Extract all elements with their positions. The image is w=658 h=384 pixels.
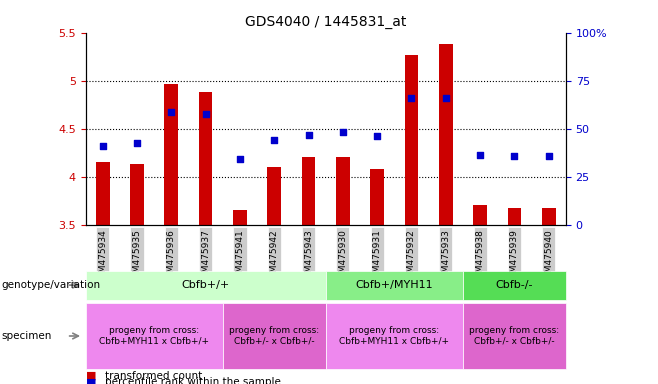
Point bbox=[544, 152, 554, 159]
Bar bbox=[405, 55, 418, 225]
Text: progeny from cross:
Cbfb+MYH11 x Cbfb+/+: progeny from cross: Cbfb+MYH11 x Cbfb+/+ bbox=[340, 326, 449, 346]
Point bbox=[509, 152, 520, 159]
Text: Cbfb+/MYH11: Cbfb+/MYH11 bbox=[355, 280, 433, 290]
Bar bbox=[473, 205, 487, 225]
Bar bbox=[507, 209, 521, 225]
Point bbox=[303, 132, 314, 139]
Bar bbox=[233, 210, 247, 225]
Bar bbox=[542, 209, 555, 225]
Title: GDS4040 / 1445831_at: GDS4040 / 1445831_at bbox=[245, 15, 407, 29]
Bar bbox=[301, 157, 315, 225]
Text: genotype/variation: genotype/variation bbox=[1, 280, 101, 290]
Point bbox=[235, 156, 245, 162]
Point bbox=[475, 152, 486, 158]
Text: specimen: specimen bbox=[1, 331, 52, 341]
Point bbox=[372, 133, 382, 139]
Bar bbox=[336, 157, 350, 225]
Point bbox=[132, 140, 142, 146]
Point bbox=[97, 143, 108, 149]
Text: percentile rank within the sample: percentile rank within the sample bbox=[105, 377, 281, 384]
Point bbox=[440, 95, 451, 101]
Bar bbox=[439, 44, 453, 225]
Bar bbox=[96, 162, 110, 225]
Bar bbox=[164, 84, 178, 225]
Text: Cbfb-/-: Cbfb-/- bbox=[495, 280, 533, 290]
Text: progeny from cross:
Cbfb+MYH11 x Cbfb+/+: progeny from cross: Cbfb+MYH11 x Cbfb+/+ bbox=[99, 326, 209, 346]
Text: progeny from cross:
Cbfb+/- x Cbfb+/-: progeny from cross: Cbfb+/- x Cbfb+/- bbox=[229, 326, 319, 346]
Point bbox=[406, 95, 417, 101]
Text: progeny from cross:
Cbfb+/- x Cbfb+/-: progeny from cross: Cbfb+/- x Cbfb+/- bbox=[469, 326, 559, 346]
Bar bbox=[130, 164, 144, 225]
Bar bbox=[199, 92, 213, 225]
Point bbox=[338, 129, 348, 135]
Text: Cbfb+/+: Cbfb+/+ bbox=[182, 280, 230, 290]
Point bbox=[269, 137, 280, 143]
Point bbox=[166, 109, 176, 116]
Text: ■: ■ bbox=[86, 371, 96, 381]
Bar bbox=[370, 169, 384, 225]
Bar bbox=[267, 167, 281, 225]
Point bbox=[200, 111, 211, 118]
Text: transformed count: transformed count bbox=[105, 371, 203, 381]
Text: ■: ■ bbox=[86, 377, 96, 384]
